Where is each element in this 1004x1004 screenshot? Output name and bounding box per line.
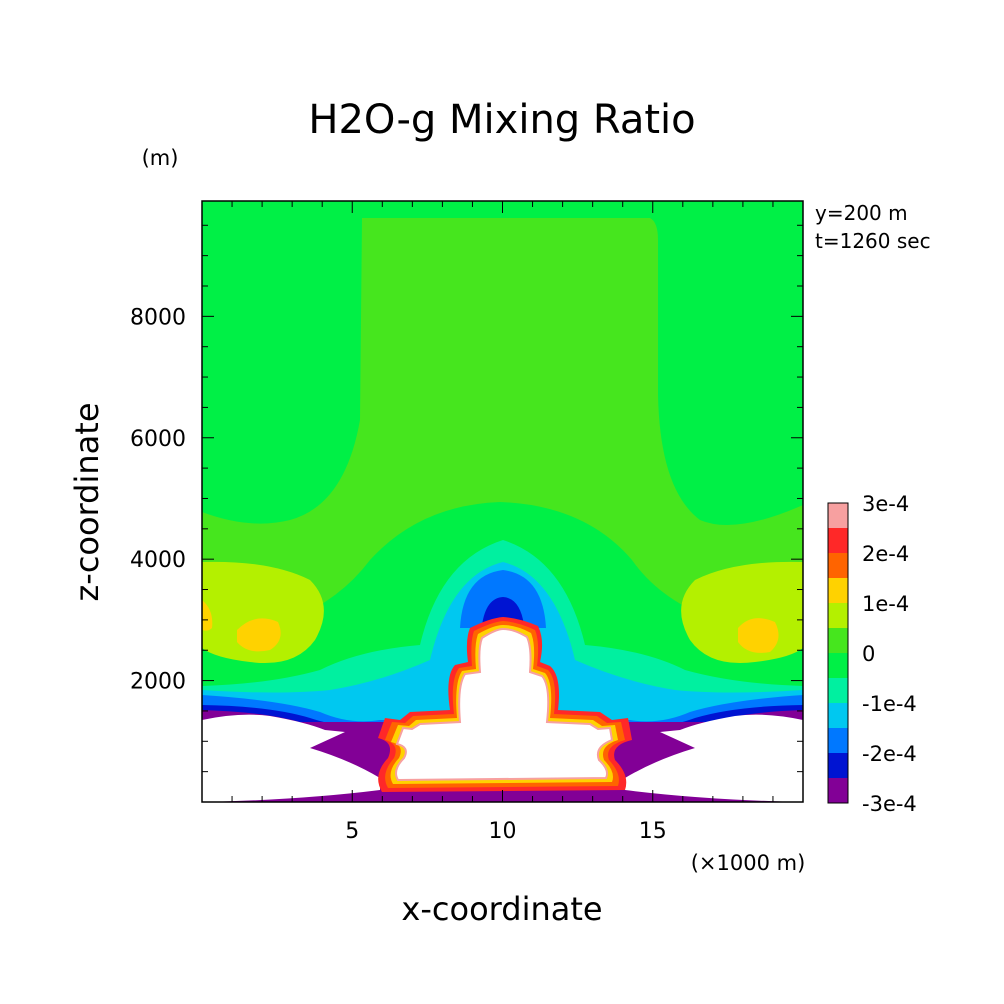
y-tick-labels: 2000 4000 6000 8000: [130, 305, 186, 694]
y-tick-label: 6000: [130, 427, 186, 452]
annotation-y: y=200 m: [815, 201, 908, 225]
colorbar-swatch: [828, 703, 848, 728]
y-tick-label: 2000: [130, 670, 186, 695]
colorbar-swatch: [828, 653, 848, 678]
colorbar-label: -1e-4: [862, 692, 917, 716]
y-axis-label: z-coordinate: [68, 402, 106, 601]
colorbar-label: 3e-4: [862, 492, 909, 516]
chart-title: H2O-g Mixing Ratio: [308, 97, 695, 143]
contour-boundary-left: [202, 714, 380, 802]
contour-left-moist-core: [202, 600, 281, 652]
contour-left-moist: [202, 561, 324, 664]
annotation-t: t=1260 sec: [815, 229, 931, 253]
axis-ticks: [202, 201, 803, 802]
colorbar-swatch: [828, 578, 848, 603]
contour-core-pink-ring: [395, 627, 614, 782]
x-tick-labels: 5 10 15: [345, 819, 667, 844]
x-axis-label: x-coordinate: [401, 890, 602, 928]
colorbar-swatch: [828, 753, 848, 778]
colorbar-swatch: [828, 678, 848, 703]
contour-right-moist-core: [738, 618, 779, 653]
y-tick-label: 8000: [130, 305, 186, 330]
contour-boundary-right: [625, 714, 803, 802]
colorbar-label: -2e-4: [862, 742, 917, 766]
contour-central-column: [202, 218, 803, 700]
colorbar-swatch: [828, 528, 848, 553]
contour-dry-navy-core: [482, 597, 524, 625]
colorbar-label: 2e-4: [862, 542, 909, 566]
x-tick-label: 15: [639, 819, 667, 844]
x-axis-unit: (×1000 m): [691, 851, 806, 875]
colorbar-swatch: [828, 603, 848, 628]
colorbar-frame: [827, 502, 849, 804]
contour-core-saturated: [396, 629, 612, 780]
colorbar-swatch: [828, 503, 848, 528]
y-tick-label: 4000: [130, 548, 186, 573]
x-tick-label: 5: [345, 819, 359, 844]
colorbar: 3e-4 2e-4 1e-4 0 -1e-4 -2e-4 -3e-4: [827, 492, 917, 816]
colorbar-swatch: [828, 778, 848, 803]
colorbar-swatch: [828, 553, 848, 578]
x-tick-label: 10: [489, 819, 517, 844]
colorbar-swatch: [828, 728, 848, 753]
colorbar-label: 0: [862, 642, 875, 666]
y-axis-unit: (m): [142, 146, 179, 170]
colorbar-swatch: [828, 628, 848, 653]
colorbar-label: -3e-4: [862, 792, 917, 816]
colorbar-label: 1e-4: [862, 592, 909, 616]
contour-plot-area: [202, 201, 803, 802]
